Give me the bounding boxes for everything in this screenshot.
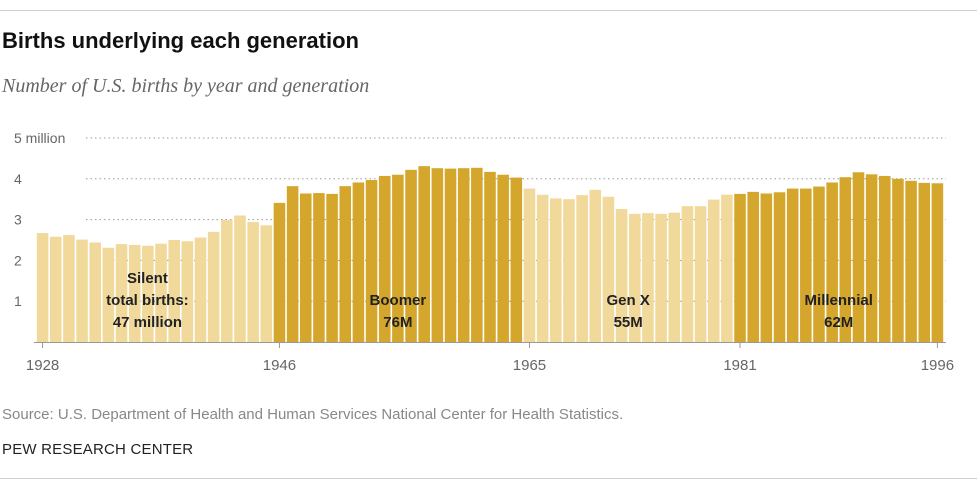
bar-1969 bbox=[576, 195, 588, 342]
bar-1946 bbox=[273, 202, 286, 342]
bar-1970 bbox=[589, 189, 602, 342]
bar-1955 bbox=[392, 174, 404, 342]
bar-1960 bbox=[457, 168, 470, 342]
bar-1968 bbox=[563, 199, 575, 342]
y-tick-label: 1 bbox=[14, 293, 22, 309]
bar-1992 bbox=[879, 175, 891, 342]
generation-label-boomer: 76M bbox=[383, 314, 412, 331]
bar-1961 bbox=[471, 167, 483, 342]
bar-1965 bbox=[523, 188, 536, 342]
bar-1948 bbox=[299, 193, 312, 342]
generation-label-silent: Silent bbox=[127, 270, 168, 287]
org-name: PEW RESEARCH CENTER bbox=[2, 441, 194, 458]
bar-1974 bbox=[642, 213, 654, 342]
bar-1972 bbox=[615, 208, 628, 342]
x-tick-label: 1946 bbox=[263, 357, 296, 374]
bar-1956 bbox=[405, 169, 417, 342]
bar-1976 bbox=[668, 212, 681, 342]
bar-1971 bbox=[602, 196, 615, 342]
bar-1958 bbox=[431, 168, 444, 342]
bar-1944 bbox=[247, 222, 259, 342]
bar-1936 bbox=[142, 245, 154, 342]
chart-title: Births underlying each generation bbox=[2, 28, 359, 53]
bar-1989 bbox=[839, 177, 852, 342]
bar-1986 bbox=[800, 188, 812, 342]
bar-1943 bbox=[234, 215, 246, 342]
bar-1966 bbox=[536, 194, 549, 342]
generation-label-gen-x: Gen X bbox=[606, 292, 649, 309]
source-note: Source: U.S. Department of Health and Hu… bbox=[2, 406, 624, 423]
bar-1953 bbox=[365, 180, 378, 342]
generation-label-silent: 47 million bbox=[113, 314, 182, 331]
bar-1941 bbox=[207, 231, 220, 342]
bar-1979 bbox=[707, 199, 720, 342]
generation-label-millennial: 62M bbox=[824, 314, 853, 331]
bar-1929 bbox=[49, 236, 62, 342]
bar-1938 bbox=[168, 240, 180, 342]
generation-label-silent: total births: bbox=[106, 292, 189, 309]
x-tick-label: 1928 bbox=[26, 357, 59, 374]
bar-1939 bbox=[181, 241, 194, 342]
bar-1991 bbox=[865, 174, 878, 342]
top-rule bbox=[0, 10, 977, 11]
bar-1994 bbox=[905, 180, 917, 342]
bar-1952 bbox=[352, 182, 365, 342]
bar-1937 bbox=[155, 243, 167, 342]
bar-1983 bbox=[760, 193, 773, 342]
bar-1984 bbox=[773, 192, 786, 342]
bar-1935 bbox=[128, 244, 141, 342]
bar-1980 bbox=[721, 194, 733, 342]
bar-1995 bbox=[918, 182, 931, 342]
y-tick-label: 2 bbox=[14, 252, 22, 268]
bar-1964 bbox=[510, 177, 523, 342]
bar-1949 bbox=[313, 193, 325, 342]
bar-1993 bbox=[892, 178, 904, 342]
generation-label-gen-x: 55M bbox=[614, 314, 643, 331]
generation-labels: Silent total births: 47 million Boomer 76M Ge… bbox=[106, 270, 873, 331]
bar-1957 bbox=[418, 166, 430, 342]
x-axis: 1928 1946 1965 1981 1996 bbox=[26, 342, 954, 374]
y-tick-label: 5 million bbox=[14, 130, 65, 146]
bar-1978 bbox=[694, 206, 707, 342]
bar-1963 bbox=[497, 174, 509, 342]
bar-1975 bbox=[655, 213, 667, 342]
bar-1988 bbox=[826, 182, 838, 342]
x-tick-label: 1965 bbox=[513, 357, 546, 374]
bar-1987 bbox=[813, 186, 825, 342]
bar-1951 bbox=[339, 186, 352, 342]
x-tick-label: 1981 bbox=[723, 357, 756, 374]
bar-1931 bbox=[76, 239, 88, 342]
bar-1933 bbox=[102, 247, 115, 342]
bar-1934 bbox=[115, 244, 128, 342]
y-tick-label: 4 bbox=[14, 171, 22, 187]
bar-1945 bbox=[260, 225, 273, 342]
bar-1973 bbox=[628, 213, 641, 342]
bar-1928 bbox=[36, 233, 49, 342]
bar-1940 bbox=[194, 237, 207, 342]
bar-1947 bbox=[286, 186, 299, 342]
bars bbox=[36, 166, 944, 342]
bar-1996 bbox=[931, 183, 944, 342]
generation-label-millennial: Millennial bbox=[805, 292, 873, 309]
bar-1962 bbox=[484, 171, 496, 342]
y-tick-label: 3 bbox=[14, 212, 22, 228]
bar-1942 bbox=[221, 220, 233, 342]
bar-1967 bbox=[550, 198, 562, 342]
bar-1977 bbox=[681, 206, 694, 342]
generation-label-boomer: Boomer bbox=[370, 292, 427, 309]
births-bar-chart: 1 2 3 4 5 million Silent total births: 47 mill… bbox=[14, 130, 954, 374]
chart-subtitle: Number of U.S. births by year and genera… bbox=[2, 75, 370, 97]
bar-1990 bbox=[852, 172, 865, 342]
bar-1981 bbox=[734, 193, 746, 342]
bar-1982 bbox=[747, 191, 759, 342]
bottom-rule bbox=[0, 478, 977, 479]
bar-1985 bbox=[786, 188, 799, 342]
bar-1950 bbox=[326, 193, 338, 342]
bar-1959 bbox=[444, 168, 457, 342]
x-tick-label: 1996 bbox=[921, 357, 954, 374]
bar-1930 bbox=[63, 235, 75, 342]
bar-1954 bbox=[378, 175, 391, 342]
bar-1932 bbox=[89, 242, 101, 342]
